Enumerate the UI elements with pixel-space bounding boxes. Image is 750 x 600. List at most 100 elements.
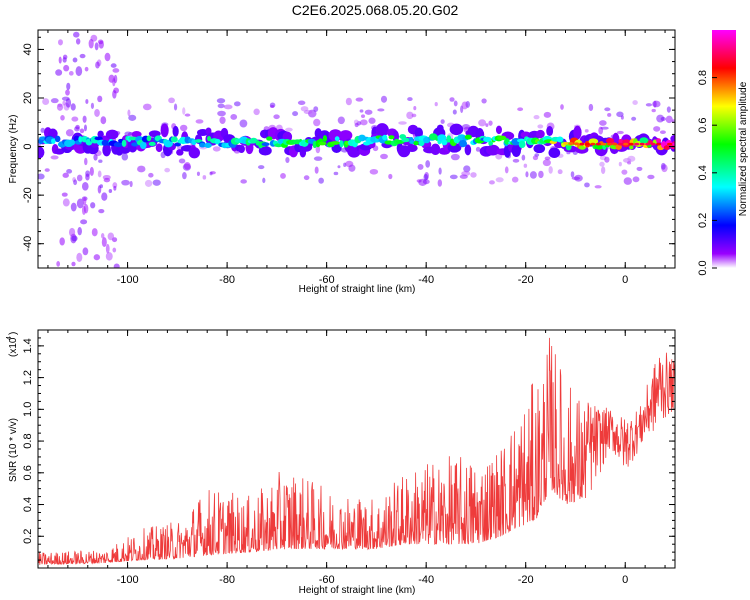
heatmap-cell — [83, 196, 87, 206]
heatmap-cell — [655, 138, 662, 143]
heatmap-cell — [62, 172, 69, 178]
x-tick-label: -20 — [518, 574, 534, 586]
x-tick-label: -60 — [319, 574, 335, 586]
heatmap-cell — [634, 142, 640, 146]
heatmap-cell — [369, 168, 379, 175]
y-tick-label: 20 — [22, 92, 34, 104]
heatmap-cell — [512, 158, 520, 163]
heatmap-cell — [204, 142, 212, 148]
heatmap-cell — [172, 125, 179, 137]
heatmap-cell — [447, 142, 462, 153]
heatmap-cell — [168, 97, 175, 104]
heatmap-cell — [80, 219, 88, 225]
heatmap-cell — [108, 189, 113, 194]
heatmap-cell — [84, 66, 89, 72]
heatmap-cell — [459, 174, 468, 179]
heatmap-cell — [504, 166, 509, 174]
heatmap-cell — [89, 166, 94, 177]
heatmap-cell — [354, 122, 359, 128]
heatmap-cell — [667, 142, 673, 146]
heatmap-cell — [182, 107, 186, 115]
colorbar: 0.0 0.2 0.4 0.6 0.8 Normalized spectral ampl… — [697, 30, 749, 276]
heatmap-cell — [627, 161, 632, 165]
heatmap-cell — [339, 140, 344, 148]
heatmap-cell — [68, 227, 76, 237]
colorbar-tick-label: 0.6 — [697, 118, 709, 133]
heatmap-cell — [475, 146, 481, 152]
colorbar-tick-label: 0.8 — [697, 70, 709, 85]
heatmap-cell — [661, 142, 667, 146]
heatmap-cell — [104, 52, 111, 62]
heatmap-cell — [398, 121, 407, 125]
spectrogram-panel: -100 -80 -60 -40 -20 0 -40 -20 0 20 40 Height of s… — [8, 29, 676, 295]
y-tick-label: -40 — [22, 236, 34, 252]
heatmap-cell — [411, 113, 417, 118]
heatmap-cell — [88, 38, 94, 49]
heatmap-cell — [113, 142, 124, 148]
x-tick-label: -80 — [219, 274, 235, 286]
heatmap-cell — [599, 120, 607, 126]
heatmap-cell — [50, 155, 59, 160]
heatmap-cell — [418, 178, 427, 186]
heatmap-cell — [75, 38, 81, 45]
heatmap-cell — [56, 261, 61, 267]
heatmap-cell — [620, 115, 624, 120]
heatmap-cell — [196, 171, 200, 177]
heatmap-cell — [262, 177, 266, 184]
spectrogram-xlabel: Height of straight line (km) — [299, 284, 416, 295]
heatmap-cell — [604, 107, 611, 112]
heatmap-cell — [148, 141, 156, 147]
heatmap-cell — [280, 172, 286, 179]
heatmap-cell — [584, 142, 590, 146]
heatmap-cell — [112, 182, 118, 189]
heatmap-cell — [556, 136, 564, 143]
heatmap-cell — [543, 111, 552, 118]
heatmap-cell — [360, 119, 368, 126]
heatmap-cell — [599, 161, 605, 167]
heatmap-cell — [105, 129, 119, 140]
heatmap-cell — [58, 39, 63, 46]
heatmap-cell — [148, 130, 161, 138]
heatmap-cell — [82, 247, 89, 256]
heatmap-cell — [406, 144, 418, 152]
heatmap-cell — [672, 142, 675, 146]
heatmap-cell — [618, 161, 622, 167]
heatmap-cell — [110, 63, 117, 68]
heatmap-cell — [81, 182, 89, 191]
x-tick-label: -20 — [518, 274, 534, 286]
heatmap-cell — [441, 139, 448, 146]
heatmap-cell — [600, 126, 609, 130]
heatmap-cell — [83, 204, 89, 214]
heatmap-cell — [71, 235, 78, 242]
heatmap-cell — [511, 176, 519, 183]
heatmap-cell — [665, 115, 673, 124]
heatmap-cell — [483, 136, 492, 143]
heatmap-cell — [463, 165, 471, 173]
heatmap-cell — [588, 138, 599, 145]
heatmap-cell — [182, 172, 187, 180]
heatmap-cell — [629, 145, 634, 150]
heatmap-cell — [146, 135, 152, 142]
heatmap-cell — [434, 101, 438, 107]
heatmap-cell — [152, 179, 161, 186]
heatmap-cell — [533, 114, 540, 120]
heatmap-cell — [170, 136, 178, 143]
heatmap-cell — [449, 123, 464, 136]
heatmap-cell — [139, 141, 147, 150]
heatmap-cell — [345, 160, 354, 168]
heatmap-cell — [622, 139, 631, 145]
heatmap-cell — [470, 172, 477, 178]
heatmap-cell — [258, 145, 272, 156]
heatmap-cell — [54, 148, 65, 155]
heatmap-cell — [216, 98, 226, 104]
spectrogram-heatmap — [38, 31, 675, 268]
heatmap-cell — [666, 106, 671, 113]
heatmap-cell — [645, 142, 651, 146]
heatmap-cell — [93, 254, 101, 261]
heatmap-cell — [195, 119, 204, 124]
heatmap-cell — [94, 108, 100, 117]
heatmap-cell — [568, 142, 574, 145]
heatmap-cell — [202, 175, 207, 180]
heatmap-cell — [488, 120, 493, 126]
heatmap-cell — [205, 127, 212, 135]
